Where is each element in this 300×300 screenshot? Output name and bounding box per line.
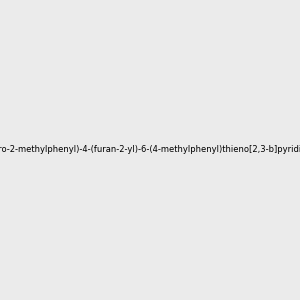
Text: 3-amino-N-(3-chloro-2-methylphenyl)-4-(furan-2-yl)-6-(4-methylphenyl)thieno[2,3-: 3-amino-N-(3-chloro-2-methylphenyl)-4-(f… [0, 146, 300, 154]
